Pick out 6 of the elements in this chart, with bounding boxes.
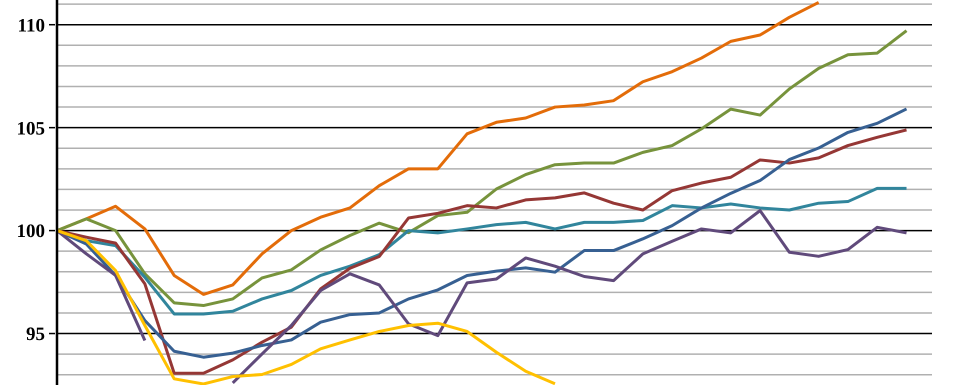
y-tick-label: 95 — [26, 324, 45, 346]
y-tick-label: 110 — [18, 15, 45, 36]
y-tick-label: 105 — [16, 118, 45, 140]
y-tick-label: 100 — [16, 221, 45, 242]
line-series — [56, 229, 556, 385]
line-series — [56, 29, 908, 308]
